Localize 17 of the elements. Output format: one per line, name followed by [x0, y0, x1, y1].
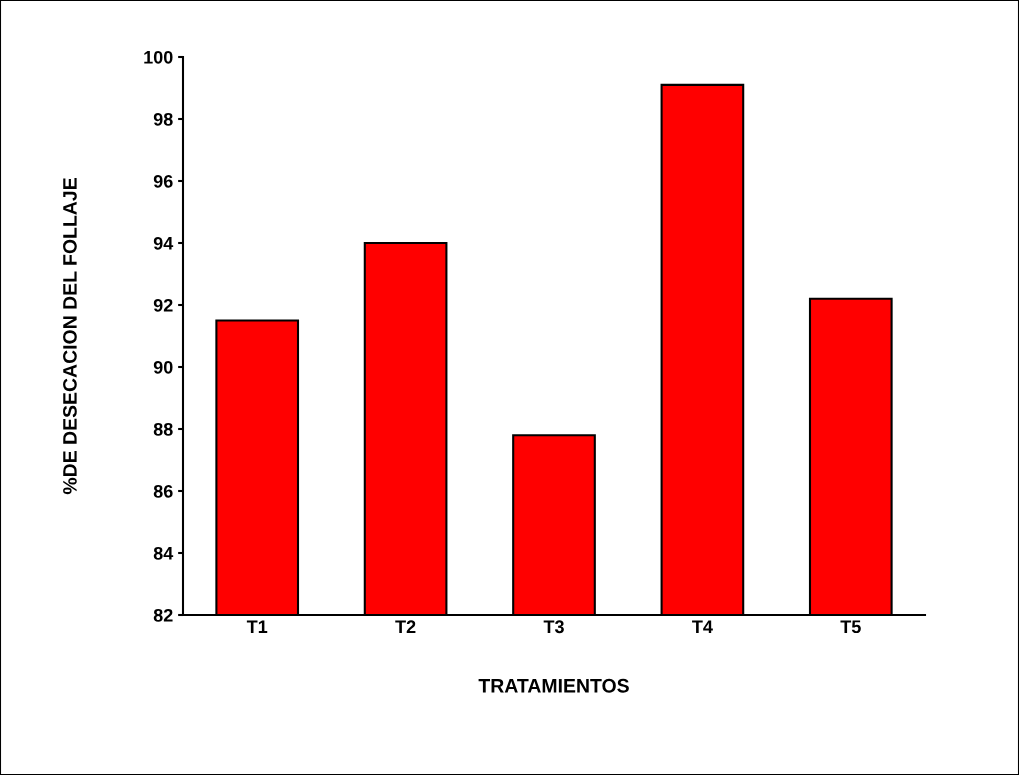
y-tick-label: 86 — [153, 484, 173, 498]
y-tick-label: 88 — [153, 422, 173, 436]
x-tick-label: T3 — [543, 620, 564, 634]
x-tick-label: T5 — [840, 620, 861, 634]
y-axis-title: %DE DESECACION DEL FOLLAJE — [63, 178, 77, 495]
x-tick-label: T2 — [395, 620, 416, 633]
x-axis-title: TRATAMIENTOS — [478, 678, 629, 693]
y-tick-label: 90 — [153, 360, 173, 374]
x-tick-label: T1 — [246, 620, 268, 633]
y-tick-label: 84 — [153, 546, 174, 560]
y-tick-label: 82 — [153, 608, 173, 622]
y-tick-label: 96 — [153, 174, 173, 188]
y-tick-label: 92 — [153, 298, 173, 312]
x-tick-label: T4 — [692, 620, 713, 633]
y-tick-label: 100 — [144, 50, 173, 64]
y-tick-label: 98 — [153, 112, 173, 126]
y-tick-label: 94 — [153, 236, 174, 250]
